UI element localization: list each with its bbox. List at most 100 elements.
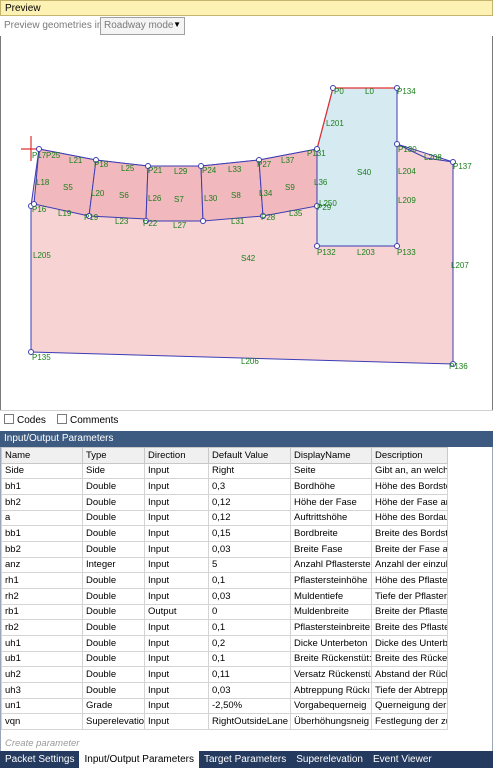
point-p33[interactable] (31, 201, 37, 207)
table-row[interactable]: rb1 Double Output 0 Muldenbreite Breite der P… (1, 603, 448, 621)
param-name-cell[interactable]: un1 (1, 697, 83, 715)
param-description-cell[interactable]: Dicke des Unterbe (371, 634, 448, 652)
param-direction-cell[interactable]: Input (144, 493, 209, 511)
param-description-cell[interactable]: Höhe des Bordste (371, 478, 448, 495)
param-description-cell[interactable]: Breite des Bordste (371, 525, 448, 542)
table-row[interactable]: anz Integer Input 5 Anzahl Pflasterste Anzahl… (1, 556, 448, 574)
param-description-cell[interactable]: Höhe der Fase am (371, 493, 448, 511)
param-display-name-cell[interactable]: Seite (290, 462, 372, 480)
table-row[interactable]: Side Side Input Right Seite Gibt an, an welch… (1, 462, 448, 480)
param-direction-cell[interactable]: Input (144, 619, 209, 636)
param-direction-cell[interactable]: Input (144, 478, 209, 495)
param-display-name-cell[interactable]: Auftrittshöhe (290, 509, 372, 527)
point-p29[interactable] (314, 203, 320, 209)
link-l201[interactable] (316, 87, 334, 150)
param-default-cell[interactable]: 5 (208, 556, 291, 574)
param-type-cell[interactable]: Grade (82, 697, 145, 715)
param-default-cell[interactable]: 0,11 (208, 666, 291, 683)
param-type-cell[interactable]: Double (82, 619, 145, 636)
param-type-cell[interactable]: Side (82, 462, 145, 480)
param-name-cell[interactable]: vqn (1, 713, 83, 730)
column-header-description[interactable]: Description (371, 447, 448, 464)
column-header-direction[interactable]: Direction (144, 447, 209, 464)
param-name-cell[interactable]: rh2 (1, 587, 83, 605)
param-type-cell[interactable]: Double (82, 525, 145, 542)
param-display-name-cell[interactable]: Pflastersteinhöhe (290, 572, 372, 589)
param-direction-cell[interactable]: Input (144, 697, 209, 715)
param-type-cell[interactable]: Double (82, 681, 145, 699)
param-type-cell[interactable]: Double (82, 478, 145, 495)
param-description-cell[interactable]: Breite der Fase am (371, 540, 448, 558)
param-name-cell[interactable]: uh3 (1, 681, 83, 699)
column-header-type[interactable]: Type (82, 447, 145, 464)
point-p25[interactable] (200, 218, 206, 224)
param-type-cell[interactable]: Double (82, 509, 145, 527)
param-description-cell[interactable]: Breite des Rückens (371, 650, 448, 668)
param-type-cell[interactable]: Double (82, 540, 145, 558)
param-description-cell[interactable]: Anzahl der einzub (371, 556, 448, 574)
param-direction-cell[interactable]: Input (144, 525, 209, 542)
param-name-cell[interactable]: Side (1, 462, 83, 480)
param-default-cell[interactable]: -2,50% (208, 697, 291, 715)
param-description-cell[interactable]: Querneigung der (371, 697, 448, 715)
table-row[interactable]: uh3 Double Input 0,03 Abtreppung Rückı Tiefe … (1, 681, 448, 699)
param-display-name-cell[interactable]: Bordbreite (290, 525, 372, 542)
point-p27[interactable] (256, 157, 262, 163)
param-direction-cell[interactable]: Input (144, 572, 209, 589)
param-direction-cell[interactable]: Input (144, 666, 209, 683)
table-row[interactable]: rh1 Double Input 0,1 Pflastersteinhöhe Höhe d… (1, 572, 448, 589)
param-default-cell[interactable]: RightOutsideLane (208, 713, 291, 730)
shape-s40[interactable] (316, 87, 398, 247)
param-display-name-cell[interactable]: Überhöhungsneig (290, 713, 372, 730)
point-p21[interactable] (145, 163, 151, 169)
table-row[interactable]: uh2 Double Input 0,11 Versatz Rückenstü Absta… (1, 666, 448, 683)
preview-canvas[interactable]: P135 P136 P137 P16 P132 P133 P0 P134 P13… (0, 36, 493, 410)
param-display-name-cell[interactable]: Vorgabequerneig (290, 697, 372, 715)
point-p132[interactable] (314, 243, 320, 249)
param-name-cell[interactable]: rh1 (1, 572, 83, 589)
param-display-name-cell[interactable]: Muldentiefe (290, 587, 372, 605)
param-default-cell[interactable]: 0,1 (208, 619, 291, 636)
tab-input-output-parameters[interactable]: Input/Output Parameters (79, 751, 199, 768)
table-row[interactable]: rh2 Double Input 0,03 Muldentiefe Tiefe der P… (1, 587, 448, 605)
param-name-cell[interactable]: a (1, 509, 83, 527)
param-name-cell[interactable]: ub1 (1, 650, 83, 668)
point-p131[interactable] (314, 146, 320, 152)
param-name-cell[interactable]: uh2 (1, 666, 83, 683)
param-direction-cell[interactable]: Input (144, 650, 209, 668)
param-direction-cell[interactable]: Input (144, 556, 209, 574)
param-description-cell[interactable]: Gibt an, an welche (371, 462, 448, 480)
create-parameter-row[interactable]: Create parameter (0, 737, 493, 751)
param-display-name-cell[interactable]: Breite Rückenstüt: (290, 650, 372, 668)
tab-packet-settings[interactable]: Packet Settings (5, 754, 75, 765)
param-name-cell[interactable]: rb1 (1, 603, 83, 621)
point-p24[interactable] (198, 163, 204, 169)
param-description-cell[interactable]: Tiefe der Abtrepp (371, 681, 448, 699)
param-display-name-cell[interactable]: Abtreppung Rückı (290, 681, 372, 699)
param-direction-cell[interactable]: Input (144, 634, 209, 652)
param-default-cell[interactable]: 0,03 (208, 587, 291, 605)
param-default-cell[interactable]: 0,2 (208, 634, 291, 652)
param-direction-cell[interactable]: Input (144, 713, 209, 730)
param-direction-cell[interactable]: Input (144, 587, 209, 605)
point-p0[interactable] (330, 85, 336, 91)
param-name-cell[interactable]: rb2 (1, 619, 83, 636)
param-description-cell[interactable]: Höhe des Bordauf (371, 509, 448, 527)
point-p19[interactable] (86, 213, 92, 219)
param-type-cell[interactable]: Integer (82, 556, 145, 574)
param-display-name-cell[interactable]: Höhe der Fase (290, 493, 372, 511)
param-type-cell[interactable]: Double (82, 666, 145, 683)
tab-target-parameters[interactable]: Target Parameters (204, 754, 287, 765)
column-header-display-name[interactable]: DisplayName (290, 447, 372, 464)
param-name-cell[interactable]: bh1 (1, 478, 83, 495)
table-row[interactable]: un1 Grade Input -2,50% Vorgabequerneig Querne… (1, 697, 448, 715)
preview-mode-dropdown[interactable]: Roadway mode ▼ (100, 17, 185, 35)
param-description-cell[interactable]: Abstand der Rücke (371, 666, 448, 683)
tab-superelevation[interactable]: Superelevation (296, 754, 363, 765)
param-display-name-cell[interactable]: Pflastersteinbreite (290, 619, 372, 636)
param-type-cell[interactable]: Superelevation (82, 713, 145, 730)
param-default-cell[interactable]: 0 (208, 603, 291, 621)
table-row[interactable]: bb1 Double Input 0,15 Bordbreite Breite des B… (1, 525, 448, 542)
table-row[interactable]: rb2 Double Input 0,1 Pflastersteinbreite Brei… (1, 619, 448, 636)
param-display-name-cell[interactable]: Muldenbreite (290, 603, 372, 621)
